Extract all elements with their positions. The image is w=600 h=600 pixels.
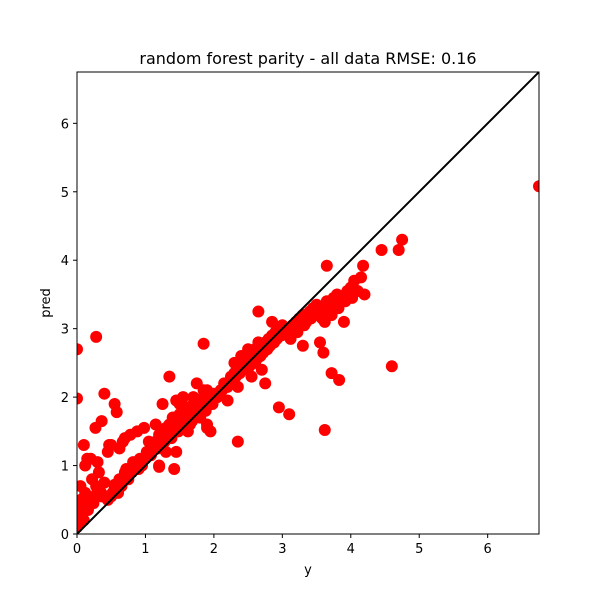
- data-point: [283, 408, 296, 421]
- data-point: [83, 493, 96, 506]
- y-tick-label: 4: [61, 254, 69, 269]
- data-point: [296, 339, 309, 352]
- data-point: [166, 411, 179, 424]
- data-point: [90, 330, 103, 343]
- data-point: [245, 370, 258, 383]
- data-point: [396, 233, 409, 246]
- data-point: [89, 421, 102, 434]
- data-point: [337, 315, 350, 328]
- data-point: [318, 423, 331, 436]
- data-point: [77, 439, 90, 452]
- y-axis-label: pred: [39, 288, 54, 318]
- data-point: [533, 180, 539, 193]
- data-point: [252, 305, 265, 318]
- data-point: [94, 486, 107, 499]
- data-point: [392, 243, 405, 256]
- y-tick-label: 6: [61, 117, 69, 132]
- data-point: [170, 445, 183, 458]
- data-point: [259, 377, 272, 390]
- data-point: [231, 380, 244, 393]
- x-tick-label: 5: [415, 542, 423, 557]
- data-point: [84, 452, 97, 465]
- x-axis-ticks: 0 1 2 3 4 5 6: [73, 534, 492, 557]
- data-point: [201, 421, 214, 434]
- data-point: [221, 394, 234, 407]
- data-point: [159, 425, 172, 438]
- x-tick-label: 1: [141, 542, 149, 557]
- data-point: [153, 460, 166, 473]
- y-tick-label: 3: [61, 323, 69, 338]
- data-point: [385, 360, 398, 373]
- data-point: [333, 374, 346, 386]
- data-point: [357, 259, 370, 272]
- y-tick-label: 0: [61, 528, 69, 543]
- data-point: [320, 259, 333, 272]
- data-point: [358, 288, 371, 301]
- data-point: [168, 462, 181, 475]
- data-point: [311, 305, 324, 318]
- y-tick-label: 5: [61, 186, 69, 201]
- data-point: [317, 346, 330, 359]
- data-point: [92, 466, 105, 479]
- data-point: [77, 480, 87, 493]
- data-point: [142, 435, 155, 448]
- plot-frame: [76, 71, 540, 535]
- data-point: [252, 336, 265, 349]
- points-layer: [77, 180, 539, 534]
- data-point: [113, 442, 126, 455]
- parity-line-layer: [77, 72, 539, 534]
- x-tick-label: 0: [73, 542, 81, 557]
- y-tick-label: 2: [61, 391, 69, 406]
- x-axis-label: y: [304, 563, 312, 578]
- x-tick-label: 2: [210, 542, 218, 557]
- data-point: [355, 271, 368, 284]
- data-point: [313, 336, 326, 349]
- data-point: [180, 401, 193, 414]
- y-axis-ticks: 0 1 2 3 4 5 6: [61, 117, 77, 543]
- data-point: [110, 406, 123, 419]
- x-tick-label: 4: [347, 542, 355, 557]
- data-point: [122, 473, 135, 486]
- data-point: [177, 391, 190, 404]
- data-point: [255, 363, 268, 376]
- data-point: [159, 445, 172, 458]
- parity-line: [77, 72, 539, 534]
- chart-title: random forest parity - all data RMSE: 0.…: [139, 49, 476, 68]
- data-point: [375, 243, 388, 256]
- data-point: [77, 507, 89, 520]
- data-point: [98, 387, 111, 400]
- data-point: [197, 384, 210, 397]
- data-point: [77, 392, 83, 405]
- data-point: [181, 425, 194, 438]
- data-point: [77, 343, 83, 356]
- data-point: [163, 370, 176, 383]
- data-point: [272, 401, 285, 414]
- x-tick-label: 3: [278, 542, 286, 557]
- data-point: [187, 391, 200, 404]
- data-point: [138, 421, 151, 434]
- data-point: [242, 343, 255, 356]
- data-point: [231, 435, 244, 448]
- x-tick-label: 6: [484, 542, 492, 557]
- y-tick-label: 1: [61, 460, 69, 475]
- data-point: [156, 397, 169, 410]
- data-point: [108, 478, 121, 491]
- data-point: [197, 337, 210, 350]
- data-point: [266, 315, 279, 328]
- data-point: [149, 418, 162, 431]
